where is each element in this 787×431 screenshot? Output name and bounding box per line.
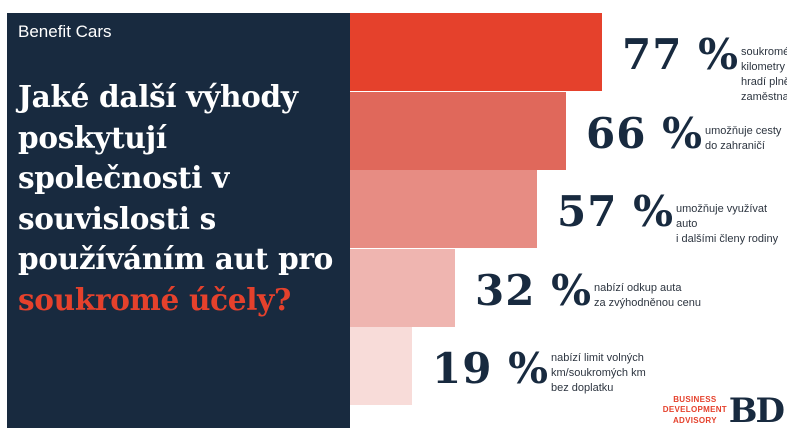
logo-mark: BD [728, 391, 785, 431]
value-label-1: 66 % [586, 109, 703, 158]
bar-19 [350, 327, 412, 405]
chart-panel: 77 % soukromé kilometry hradí plně zaměst… [350, 13, 787, 428]
bar-32 [350, 249, 455, 327]
headline-main: Jaké další výhody poskytují společnosti … [18, 79, 334, 276]
headline: Jaké další výhody poskytují společnosti … [18, 77, 348, 320]
logo-text: BUSINESS DEVELOPMENT ADVISORY [662, 394, 727, 425]
bar-77 [350, 13, 602, 91]
category-tag: Benefit Cars [18, 22, 112, 41]
bar-description-1: umožňuje cesty do zahraničí [705, 125, 782, 152]
value-label-4: 19 % [432, 344, 549, 393]
title-panel: Benefit Cars Jaké další výhody poskytují… [7, 13, 350, 428]
headline-accent: soukromé účely? [18, 281, 291, 317]
bar-chart [350, 13, 602, 405]
bar-description-3: nabízí odkup auta za zvýhodněnou cenu [594, 282, 702, 309]
value-label-0: 77 % [622, 30, 739, 79]
bar-66 [350, 92, 566, 170]
value-label-3: 32 % [475, 266, 592, 315]
bar-description-2: umožňuje využívat auto i dalšími členy r… [676, 203, 779, 245]
value-label-2: 57 % [557, 187, 674, 236]
bar-description-4: nabízí limit volných km/soukromých km be… [551, 352, 646, 394]
bar-description-0: soukromé kilometry hradí plně zaměstnanc… [741, 46, 787, 103]
bar-57 [350, 170, 537, 248]
